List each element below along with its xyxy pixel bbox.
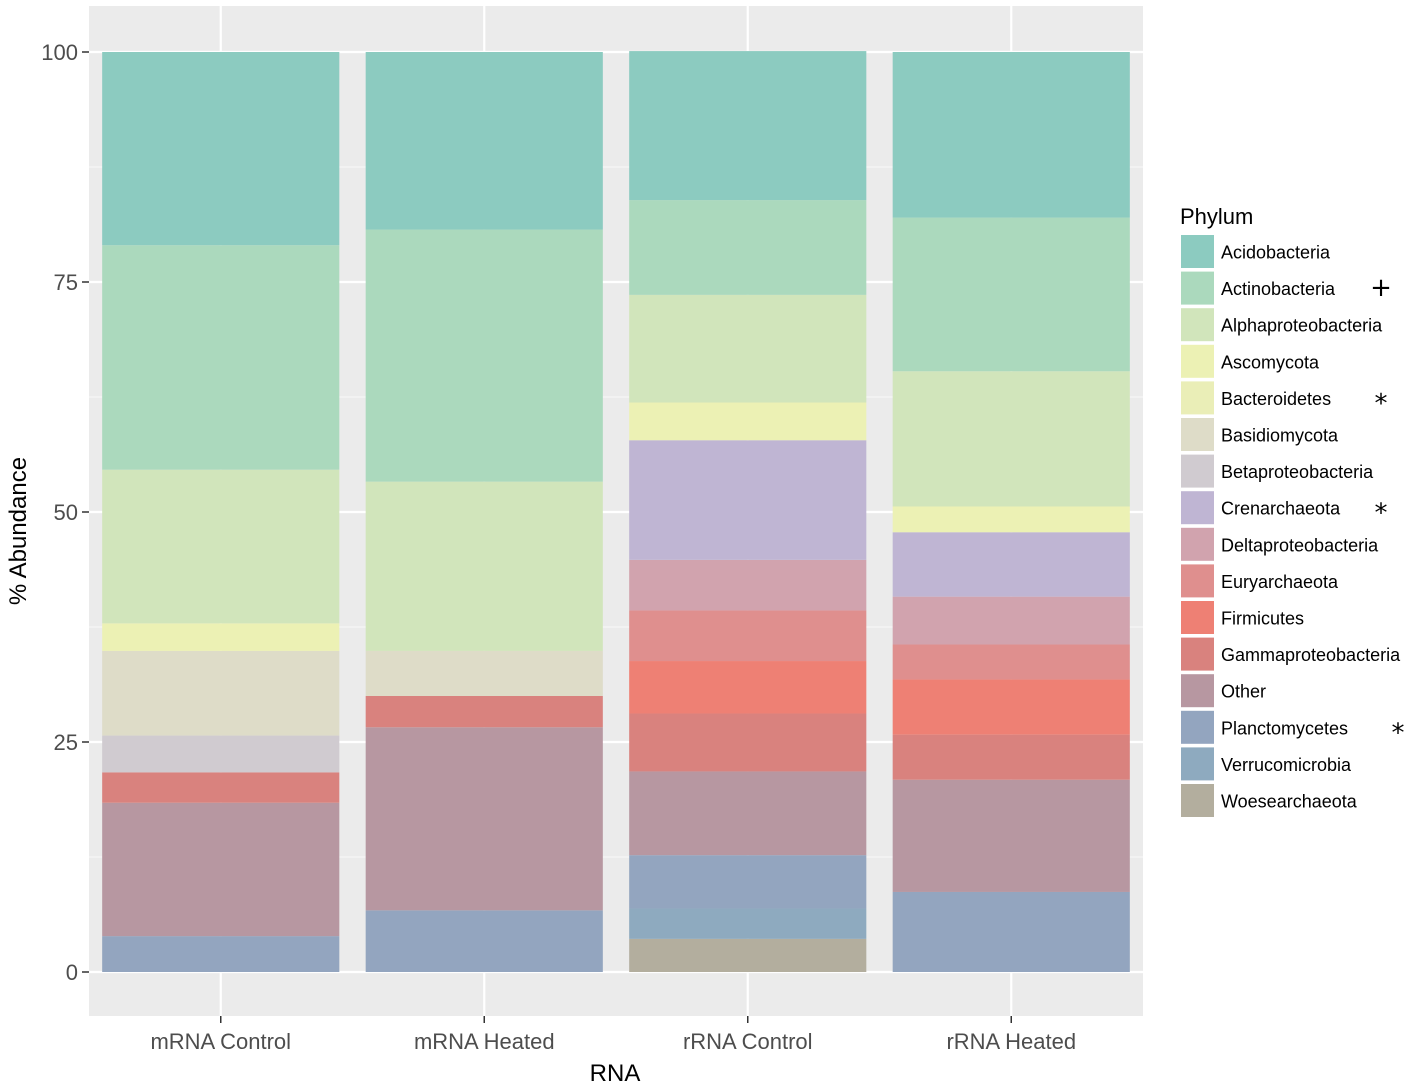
legend-key-firmicutes <box>1181 601 1214 634</box>
bar-segment-firmicutes <box>892 679 1130 735</box>
bar-segment-alphaproteobacteria <box>365 481 603 651</box>
significance-mark-crenarchaeota: * <box>1375 499 1388 529</box>
legend-key-actinobacteria <box>1181 271 1214 305</box>
legend-title: Phylum <box>1180 204 1253 229</box>
significance-mark-bacteroidetes: * <box>1375 389 1388 419</box>
bar-segment-woesearchaeota <box>629 938 867 972</box>
y-tick-label: 75 <box>54 270 78 295</box>
legend-key-bacteroidetes <box>1181 381 1214 415</box>
legend-key-deltaproteobacteria <box>1181 527 1214 561</box>
legend-label-planctomycetes: Planctomycetes <box>1221 718 1348 738</box>
bar-segment-actinobacteria <box>629 200 867 295</box>
legend-label-basidiomycota: Basidiomycota <box>1221 426 1339 446</box>
legend-label-deltaproteobacteria: Deltaproteobacteria <box>1221 535 1379 555</box>
significance-mark-actinobacteria: + <box>1370 273 1392 303</box>
bar-segment-alphaproteobacteria <box>102 469 340 624</box>
bar-segment-actinobacteria <box>892 217 1130 372</box>
legend-key-basidiomycota <box>1181 418 1214 451</box>
bar-segment-alphaproteobacteria <box>629 294 867 403</box>
bar-segment-gammaproteobacteria <box>629 713 867 772</box>
legend-key-crenarchaeota <box>1181 491 1214 525</box>
y-axis: 0 25 50 75 100 <box>41 40 89 985</box>
bar-segment-actinobacteria <box>102 245 340 470</box>
bar-segment-basidiomycota <box>102 650 340 736</box>
bar-segment-actinobacteria <box>365 229 603 482</box>
bar-segment-acidobacteria <box>365 52 603 230</box>
legend-key-euryarchaeota <box>1181 564 1214 598</box>
bar-segment-verrucomicrobia <box>629 908 867 939</box>
x-tick-label: mRNA Heated <box>414 1029 555 1054</box>
x-tick-label: mRNA Control <box>150 1029 291 1054</box>
y-axis-title: % Abundance <box>5 457 32 605</box>
legend-label-verrucomicrobia: Verrucomicrobia <box>1221 755 1352 775</box>
x-tick-label: rRNA Control <box>683 1029 813 1054</box>
bar-segment-planctomycetes <box>102 936 340 972</box>
legend-label-woesearchaeota: Woesearchaeota <box>1221 792 1358 812</box>
legend-label-betaproteobacteria: Betaproteobacteria <box>1221 462 1374 482</box>
legend-label-euryarchaeota: Euryarchaeota <box>1221 572 1339 592</box>
bar-segment-deltaproteobacteria <box>892 596 1130 645</box>
bar-segment-crenarchaeota <box>892 532 1130 597</box>
bar-segment-planctomycetes <box>365 910 603 972</box>
bar-segment-other <box>365 727 603 911</box>
bar-segment-planctomycetes <box>892 891 1130 972</box>
y-tick-label: 25 <box>54 730 78 755</box>
bar-segment-crenarchaeota <box>629 440 867 560</box>
legend-label-actinobacteria: Actinobacteria <box>1221 279 1336 299</box>
legend-key-verrucomicrobia <box>1181 747 1214 781</box>
bar-segment-ascomycota <box>102 623 340 651</box>
bar-segment-deltaproteobacteria <box>629 559 867 611</box>
x-axis: mRNA Control mRNA Heated rRNA Control rRNA … <box>150 1016 1076 1054</box>
bar-segment-acidobacteria <box>629 51 867 201</box>
legend-label-crenarchaeota: Crenarchaeota <box>1221 499 1341 519</box>
bar-segment-gammaproteobacteria <box>365 696 603 728</box>
legend-key-other <box>1181 674 1214 708</box>
significance-mark-planctomycetes: * <box>1392 718 1405 748</box>
bar-segment-alphaproteobacteria <box>892 371 1130 507</box>
bar-segment-acidobacteria <box>102 52 340 246</box>
bar-segment-gammaproteobacteria <box>892 734 1130 780</box>
bar-segment-other <box>892 779 1130 892</box>
legend-label-bacteroidetes: Bacteroidetes <box>1221 389 1331 409</box>
y-tick-label: 0 <box>66 960 78 985</box>
legend-key-acidobacteria <box>1181 235 1214 268</box>
legend-label-gammaproteobacteria: Gammaproteobacteria <box>1221 645 1401 665</box>
legend-key-woesearchaeota <box>1181 784 1214 817</box>
bar-segment-planctomycetes <box>629 855 867 909</box>
legend-key-planctomycetes <box>1181 710 1214 744</box>
legend-label-ascomycota: Ascomycota <box>1221 352 1320 372</box>
x-axis-title: RNA <box>590 1060 641 1087</box>
legend-label-other: Other <box>1221 682 1266 702</box>
bar-segments <box>102 51 1130 972</box>
legend-key-alphaproteobacteria <box>1181 308 1214 342</box>
y-tick-label: 50 <box>54 500 78 525</box>
legend-key-ascomycota <box>1181 344 1214 378</box>
legend-key-betaproteobacteria <box>1181 454 1214 488</box>
bar-segment-euryarchaeota <box>892 644 1130 680</box>
legend-label-firmicutes: Firmicutes <box>1221 609 1304 629</box>
bar-segment-acidobacteria <box>892 52 1130 218</box>
bar-segment-euryarchaeota <box>629 610 867 662</box>
bar-segment-ascomycota <box>892 506 1130 533</box>
bar-segment-ascomycota <box>629 402 867 441</box>
bar-segment-gammaproteobacteria <box>102 772 340 803</box>
legend: Phylum Acidobacteria Actinobacteria + Alpha… <box>1180 204 1405 817</box>
x-tick-label: rRNA Heated <box>946 1029 1076 1054</box>
bar-segment-other <box>629 771 867 856</box>
legend-label-acidobacteria: Acidobacteria <box>1221 243 1331 263</box>
y-tick-label: 100 <box>41 40 78 65</box>
legend-label-alphaproteobacteria: Alphaproteobacteria <box>1221 316 1383 336</box>
bar-segment-firmicutes <box>629 661 867 714</box>
bar-segment-betaproteobacteria <box>102 735 340 773</box>
legend-key-gammaproteobacteria <box>1181 637 1214 671</box>
bar-segment-other <box>102 802 340 937</box>
bar-segment-basidiomycota <box>365 650 603 696</box>
